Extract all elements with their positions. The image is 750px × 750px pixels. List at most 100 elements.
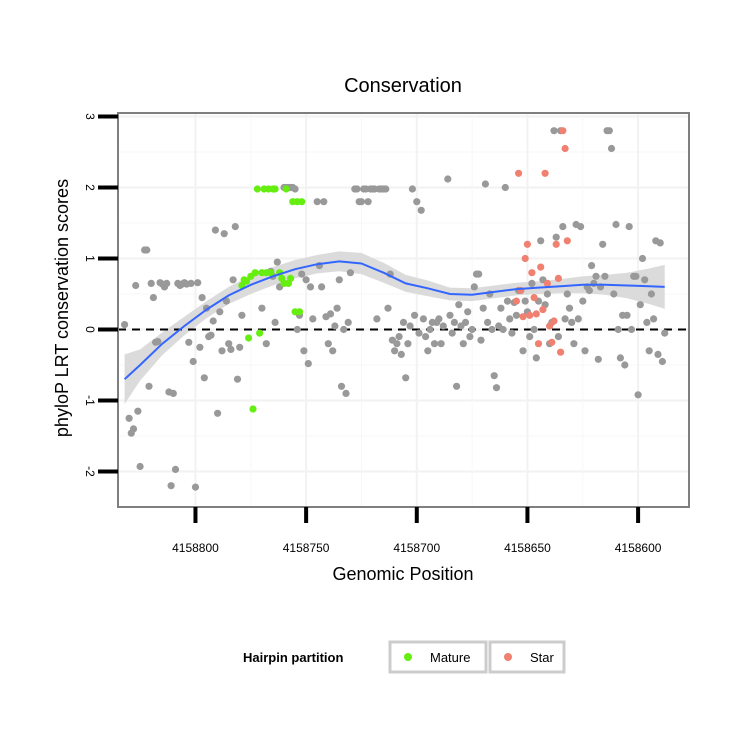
x-tick-label: 4158700 [393,541,440,555]
other-point [382,185,390,193]
other-point [353,185,361,193]
other-point [565,304,574,312]
other-point [344,318,352,326]
other-point [167,482,175,490]
other-point [488,325,496,334]
other-point [581,347,589,355]
mature-point [253,185,261,193]
other-point [444,175,452,183]
other-point [399,318,408,326]
other-point [333,304,341,312]
other-point [481,180,489,188]
star-point [519,313,527,321]
other-point [579,297,587,305]
other-point [503,297,512,305]
star-point [526,311,534,319]
mature-point [256,329,264,337]
other-point [521,297,529,305]
other-point [227,345,235,353]
other-point [497,304,505,312]
other-point [594,355,602,363]
other-point [337,382,346,390]
other-point [592,272,600,280]
other-point [417,206,425,214]
chart-title: Conservation [344,75,462,97]
legend-key-mature-box [388,640,488,674]
star-point [539,306,547,314]
other-point [634,391,642,399]
other-point [459,340,467,348]
axis-layer: -2 -1 0 1 2 3 4158800 4158750 4158700 4158650 4158… [83,113,662,555]
other-point [475,270,483,278]
other-point [121,321,129,329]
other-point [554,333,563,341]
other-point [342,389,350,397]
other-point [393,340,401,348]
other-point [222,297,230,305]
confidence-band-layer [124,251,665,405]
star-point [543,279,552,287]
mature-point [271,185,279,193]
mature-point [242,277,250,285]
other-point [218,347,226,355]
legend-title: Hairpin partition [243,650,343,665]
other-point [324,340,332,348]
other-point [590,279,598,287]
y-tick-label: -1 [83,395,97,406]
other-point [645,347,653,355]
other-point [570,340,578,348]
other-point [588,262,596,270]
other-point [309,315,317,323]
other-point [499,325,507,334]
other-point [577,223,585,231]
other-point [430,340,439,348]
other-point [607,144,616,153]
other-point [647,290,656,298]
other-point [273,258,281,266]
other-point [614,325,622,334]
other-point [271,318,279,326]
other-point [501,183,509,192]
other-point [298,270,306,278]
plot-panel-border [117,112,690,508]
legend-key-star-box [488,640,566,674]
other-point [136,462,144,471]
mature-point [295,308,304,316]
star-point [559,127,567,135]
other-point [506,315,514,323]
other-point [211,226,219,234]
other-point [422,333,430,341]
other-point [568,318,576,326]
star-point [534,340,543,348]
other-point [623,311,631,319]
other-point [391,347,399,355]
other-point [658,357,667,366]
other-point [643,318,651,326]
star-point [563,237,571,245]
other-point [411,311,419,319]
other-point [419,315,427,323]
other-point [373,315,381,323]
other-point [654,350,662,358]
other-point [632,272,640,280]
other-point [326,310,335,318]
mature-point [298,198,306,206]
other-point [528,279,536,287]
other-point [508,329,516,337]
other-point [437,340,445,348]
other-point [484,318,492,326]
other-point [461,318,470,326]
other-point [470,283,478,291]
other-point [207,331,215,339]
other-point [612,220,620,229]
other-point [129,425,138,433]
other-point [641,276,649,284]
other-point [627,325,636,334]
other-point [198,294,206,302]
star-point [523,240,532,248]
other-point [601,272,609,280]
other-point [320,198,328,206]
x-tick-label: 4158800 [172,541,219,555]
other-point [125,414,133,422]
